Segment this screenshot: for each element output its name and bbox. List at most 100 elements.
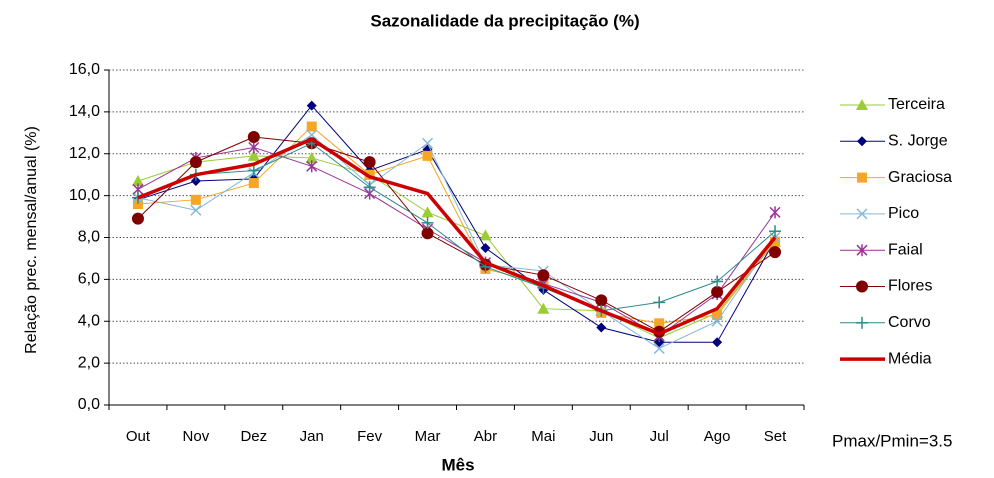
marker [856, 280, 868, 293]
legend-label: Faial [888, 241, 923, 258]
marker-shape [247, 131, 260, 143]
y-tick-label: 6,0 [78, 271, 100, 288]
marker [364, 169, 375, 180]
marker-shape [190, 175, 201, 186]
marker [421, 216, 434, 229]
y-tick-label: 4,0 [78, 312, 100, 329]
marker-shape [856, 99, 868, 110]
marker-shape [248, 178, 259, 189]
y-tick-label: 10,0 [69, 187, 100, 204]
marker-shape [537, 269, 550, 282]
marker [422, 150, 433, 161]
legend-label: Flores [888, 278, 932, 295]
marker-shape [364, 169, 375, 180]
marker-shape [711, 315, 723, 327]
y-tick-label: 12,0 [69, 145, 100, 162]
marker [856, 208, 868, 220]
marker [856, 316, 868, 329]
legend-label: S. Jorge [888, 133, 948, 150]
marker-shape [363, 156, 376, 169]
marker-shape [306, 129, 318, 141]
marker [856, 244, 868, 257]
marker [305, 151, 318, 163]
marker [653, 342, 665, 354]
y-tick-label: 14,0 [69, 103, 100, 120]
x-tick-label: Set [764, 428, 787, 445]
marker [422, 137, 434, 149]
marker-shape [712, 309, 723, 320]
marker-shape [857, 172, 867, 183]
marker [654, 318, 665, 329]
marker-shape [305, 151, 318, 163]
series-line [137, 126, 776, 324]
series-line [137, 134, 776, 349]
marker-shape [856, 280, 868, 293]
x-tick-label: Jan [300, 428, 324, 445]
marker [247, 164, 260, 177]
marker-shape [653, 342, 665, 354]
marker-shape [189, 156, 202, 169]
marker [712, 309, 723, 320]
marker [131, 212, 144, 225]
y-tick-label: 16,0 [69, 61, 100, 78]
marker-shape [769, 246, 782, 259]
marker-shape [131, 212, 144, 225]
marker [769, 225, 782, 238]
x-tick-label: Ago [704, 428, 731, 445]
x-tick-label: Mai [531, 428, 555, 445]
legend-label: Corvo [888, 314, 931, 331]
marker [421, 227, 434, 240]
chart-title: Sazonalidade da precipitação (%) [370, 11, 639, 30]
marker-shape [422, 150, 433, 161]
marker-shape [595, 294, 608, 307]
marker-shape [712, 337, 723, 348]
legend-label: Média [888, 350, 932, 367]
marker [189, 156, 202, 169]
marker-shape [711, 285, 724, 298]
annotation: Pmax/Pmin=3.5 [832, 431, 952, 450]
marker [857, 172, 867, 183]
marker [132, 199, 143, 209]
series-line [137, 142, 776, 312]
x-tick-label: Jul [650, 428, 669, 445]
x-tick-label: Jun [589, 428, 613, 445]
marker-shape [190, 194, 201, 205]
marker-shape [654, 337, 665, 348]
marker-shape [596, 322, 607, 333]
x-tick-label: Out [126, 428, 151, 445]
marker-shape [421, 227, 434, 240]
x-tick-label: Mar [415, 428, 441, 445]
marker-shape [131, 174, 144, 186]
marker [363, 156, 376, 169]
series-line [137, 155, 776, 339]
marker-shape [306, 121, 317, 132]
marker [537, 302, 550, 314]
marker [421, 206, 434, 218]
marker-shape [480, 242, 491, 253]
series-line [137, 136, 776, 333]
marker [595, 294, 608, 307]
marker-shape [421, 206, 434, 218]
marker-shape [537, 302, 550, 314]
marker-shape [306, 100, 317, 111]
marker-shape [770, 236, 781, 247]
marker-shape [857, 136, 867, 147]
x-axis-title: Mês [441, 455, 474, 474]
marker [190, 204, 202, 216]
marker [711, 285, 724, 298]
marker [712, 337, 723, 348]
x-tick-label: Abr [474, 428, 497, 445]
marker [306, 129, 318, 141]
marker [711, 275, 724, 288]
marker-shape [422, 137, 434, 149]
marker [131, 174, 144, 186]
marker [480, 242, 491, 253]
series-line [137, 137, 777, 336]
marker [247, 131, 260, 143]
y-tick-label: 0,0 [78, 396, 100, 413]
marker [769, 246, 782, 259]
marker [711, 315, 723, 327]
marker [190, 194, 201, 205]
marker [190, 175, 201, 186]
